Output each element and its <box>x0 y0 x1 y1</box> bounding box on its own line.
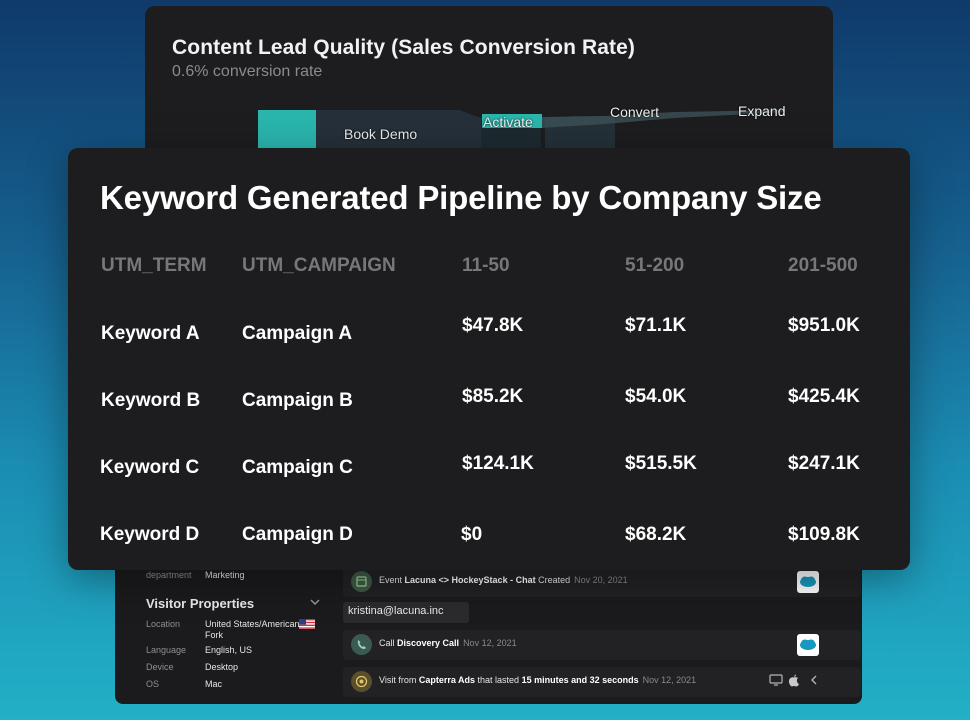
us-flag-icon <box>299 619 315 629</box>
cell-utm-campaign: Campaign C <box>242 457 353 478</box>
activity-date: Nov 12, 2021 <box>642 675 697 685</box>
cell-201-500: $109.8K <box>788 524 860 545</box>
cell-201-500: $951.0K <box>788 315 860 336</box>
cell-11-50: $47.8K <box>462 315 524 336</box>
activity-row-visit[interactable]: Visit from Capterra Ads that lasted 15 m… <box>343 667 861 697</box>
cell-11-50: $0 <box>461 524 483 545</box>
cell-utm-campaign: Campaign B <box>242 390 353 411</box>
activity-card: department Marketing Visitor Properties … <box>115 555 862 704</box>
cell-utm-campaign: Campaign D <box>242 524 353 545</box>
cell-51-200: $71.1K <box>625 315 687 336</box>
chevron-down-icon[interactable] <box>309 596 321 608</box>
cell-51-200: $68.2K <box>625 524 687 545</box>
activity-text: Call Discovery Call Nov 12, 2021 <box>379 638 517 648</box>
location-key: Location <box>146 619 181 629</box>
cell-utm-term: Keyword B <box>101 390 201 411</box>
table-title: Keyword Generated Pipeline by Company Si… <box>100 179 822 216</box>
cell-201-500: $425.4K <box>788 386 860 407</box>
column-header-utm-campaign: UTM_CAMPAIGN <box>242 255 396 276</box>
column-header-utm-term: UTM_TERM <box>101 255 207 276</box>
cell-utm-term: Keyword A <box>101 323 200 344</box>
apple-icon <box>788 674 799 687</box>
os-value: Mac <box>205 679 223 689</box>
chevron-left-icon[interactable] <box>809 674 819 686</box>
activity-row-event[interactable]: Event Lacuna <> HockeyStack - Chat Creat… <box>343 567 861 597</box>
pipeline-table-card: Keyword Generated Pipeline by Company Si… <box>68 148 910 570</box>
desktop-icon <box>769 674 783 686</box>
cell-201-500: $247.1K <box>788 453 860 474</box>
contact-email[interactable]: kristina@lacuna.inc <box>343 602 469 623</box>
stage-label-activate: Activate <box>483 114 533 130</box>
funnel-subtitle: 0.6% conversion rate <box>172 63 323 80</box>
language-key: Language <box>146 645 187 655</box>
funnel-title: Content Lead Quality (Sales Conversion R… <box>172 36 635 59</box>
department-value: Marketing <box>205 570 245 580</box>
cell-utm-campaign: Campaign A <box>242 323 353 344</box>
funnel-card: Content Lead Quality (Sales Conversion R… <box>145 6 833 166</box>
column-header-51-200: 51-200 <box>625 255 685 276</box>
phone-icon <box>351 634 372 655</box>
salesforce-icon[interactable] <box>797 634 819 656</box>
column-header-11-50: 11-50 <box>462 255 510 276</box>
stage-label-convert: Convert <box>610 104 660 120</box>
funnel-chart <box>258 110 785 166</box>
cell-51-200: $54.0K <box>625 386 687 407</box>
salesforce-icon[interactable] <box>797 571 819 593</box>
stage-label-book-demo: Book Demo <box>344 126 418 142</box>
department-key: department <box>146 570 192 580</box>
device-value: Desktop <box>205 662 239 672</box>
cell-utm-term: Keyword C <box>100 457 200 478</box>
activity-row-call[interactable]: Call Discovery Call Nov 12, 2021 <box>343 630 861 660</box>
visit-icon <box>351 671 372 692</box>
funnel-flow-3 <box>541 110 785 128</box>
cell-11-50: $85.2K <box>462 386 524 407</box>
os-key: OS <box>146 679 160 689</box>
funnel-bar-activate <box>482 114 542 128</box>
cell-51-200: $515.5K <box>625 453 697 474</box>
activity-text: Visit from Capterra Ads that lasted 15 m… <box>379 675 697 685</box>
calendar-icon <box>351 571 372 592</box>
cell-utm-term: Keyword D <box>100 524 200 545</box>
activity-text: Event Lacuna <> HockeyStack - Chat Creat… <box>379 575 628 585</box>
activity-date: Nov 12, 2021 <box>463 638 517 648</box>
device-key: Device <box>146 662 174 672</box>
column-header-201-500: 201-500 <box>788 255 858 276</box>
visitor-properties-title: Visitor Properties <box>146 596 255 611</box>
cell-11-50: $124.1K <box>462 453 534 474</box>
activity-date: Nov 20, 2021 <box>574 575 628 585</box>
stage-label-expand: Expand <box>738 103 786 119</box>
language-value: English, US <box>205 645 253 655</box>
location-value: United States/American Fork <box>205 619 300 640</box>
